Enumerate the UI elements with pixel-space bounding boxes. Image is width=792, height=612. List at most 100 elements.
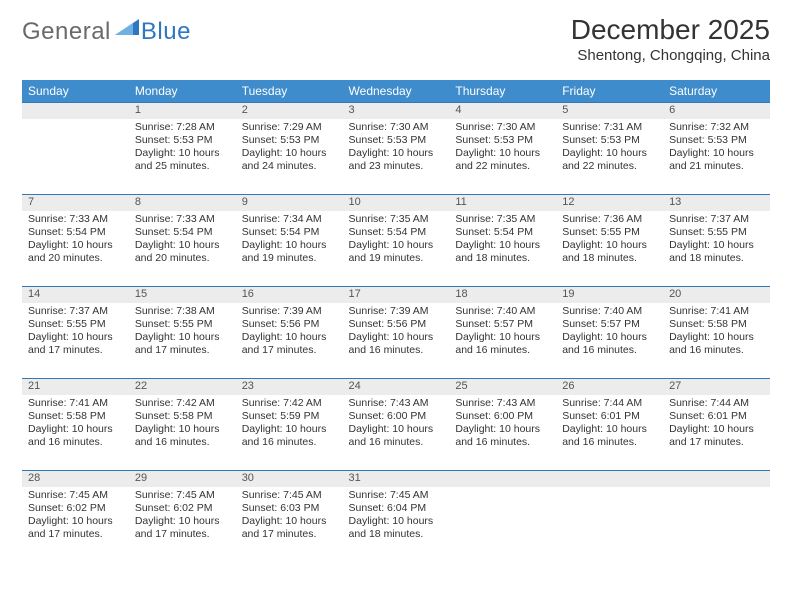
day-details: Sunrise: 7:44 AMSunset: 6:01 PMDaylight:… bbox=[556, 395, 663, 450]
daylight-line: Daylight: 10 hours and 19 minutes. bbox=[242, 239, 337, 265]
calendar-cell bbox=[556, 470, 663, 562]
day-number: 31 bbox=[343, 470, 450, 487]
sunrise-line: Sunrise: 7:33 AM bbox=[135, 213, 230, 226]
daylight-line: Daylight: 10 hours and 22 minutes. bbox=[562, 147, 657, 173]
sunset-line: Sunset: 5:58 PM bbox=[669, 318, 764, 331]
sunrise-line: Sunrise: 7:42 AM bbox=[135, 397, 230, 410]
calendar-cell: 28Sunrise: 7:45 AMSunset: 6:02 PMDayligh… bbox=[22, 470, 129, 562]
daylight-line: Daylight: 10 hours and 20 minutes. bbox=[135, 239, 230, 265]
calendar-cell: 11Sunrise: 7:35 AMSunset: 5:54 PMDayligh… bbox=[449, 194, 556, 286]
calendar-cell: 2Sunrise: 7:29 AMSunset: 5:53 PMDaylight… bbox=[236, 102, 343, 194]
daylight-line: Daylight: 10 hours and 16 minutes. bbox=[455, 423, 550, 449]
calendar-row: 28Sunrise: 7:45 AMSunset: 6:02 PMDayligh… bbox=[22, 470, 770, 562]
sunset-line: Sunset: 5:54 PM bbox=[242, 226, 337, 239]
day-number: 18 bbox=[449, 286, 556, 303]
sunset-line: Sunset: 5:58 PM bbox=[28, 410, 123, 423]
sunrise-line: Sunrise: 7:45 AM bbox=[242, 489, 337, 502]
sunset-line: Sunset: 6:04 PM bbox=[349, 502, 444, 515]
day-details: Sunrise: 7:40 AMSunset: 5:57 PMDaylight:… bbox=[556, 303, 663, 358]
sunrise-line: Sunrise: 7:45 AM bbox=[135, 489, 230, 502]
day-details: Sunrise: 7:41 AMSunset: 5:58 PMDaylight:… bbox=[663, 303, 770, 358]
sunrise-line: Sunrise: 7:42 AM bbox=[242, 397, 337, 410]
sunrise-line: Sunrise: 7:37 AM bbox=[669, 213, 764, 226]
sunset-line: Sunset: 5:54 PM bbox=[28, 226, 123, 239]
day-number: 13 bbox=[663, 194, 770, 211]
day-details: Sunrise: 7:39 AMSunset: 5:56 PMDaylight:… bbox=[236, 303, 343, 358]
calendar-cell: 30Sunrise: 7:45 AMSunset: 6:03 PMDayligh… bbox=[236, 470, 343, 562]
sunset-line: Sunset: 5:54 PM bbox=[135, 226, 230, 239]
day-number: 28 bbox=[22, 470, 129, 487]
day-number: 10 bbox=[343, 194, 450, 211]
day-details: Sunrise: 7:41 AMSunset: 5:58 PMDaylight:… bbox=[22, 395, 129, 450]
day-details: Sunrise: 7:29 AMSunset: 5:53 PMDaylight:… bbox=[236, 119, 343, 174]
logo-triangle-icon bbox=[115, 15, 139, 40]
daylight-line: Daylight: 10 hours and 23 minutes. bbox=[349, 147, 444, 173]
calendar-cell bbox=[22, 102, 129, 194]
daylight-line: Daylight: 10 hours and 16 minutes. bbox=[455, 331, 550, 357]
calendar-cell: 18Sunrise: 7:40 AMSunset: 5:57 PMDayligh… bbox=[449, 286, 556, 378]
day-details: Sunrise: 7:45 AMSunset: 6:02 PMDaylight:… bbox=[129, 487, 236, 542]
calendar-cell bbox=[663, 470, 770, 562]
day-number: 30 bbox=[236, 470, 343, 487]
calendar-cell: 6Sunrise: 7:32 AMSunset: 5:53 PMDaylight… bbox=[663, 102, 770, 194]
title-block: December 2025 Shentong, Chongqing, China bbox=[571, 18, 770, 64]
sunrise-line: Sunrise: 7:44 AM bbox=[669, 397, 764, 410]
header: General Blue December 2025 Shentong, Cho… bbox=[22, 18, 770, 74]
day-details: Sunrise: 7:30 AMSunset: 5:53 PMDaylight:… bbox=[343, 119, 450, 174]
daylight-line: Daylight: 10 hours and 16 minutes. bbox=[349, 331, 444, 357]
day-number: 23 bbox=[236, 378, 343, 395]
day-number: 15 bbox=[129, 286, 236, 303]
sunset-line: Sunset: 5:57 PM bbox=[455, 318, 550, 331]
calendar-cell: 24Sunrise: 7:43 AMSunset: 6:00 PMDayligh… bbox=[343, 378, 450, 470]
daylight-line: Daylight: 10 hours and 18 minutes. bbox=[562, 239, 657, 265]
calendar-cell: 15Sunrise: 7:38 AMSunset: 5:55 PMDayligh… bbox=[129, 286, 236, 378]
weekday-header-row: Sunday Monday Tuesday Wednesday Thursday… bbox=[22, 80, 770, 102]
logo-word-general: General bbox=[22, 18, 111, 46]
sunset-line: Sunset: 5:58 PM bbox=[135, 410, 230, 423]
day-number: 29 bbox=[129, 470, 236, 487]
sunset-line: Sunset: 6:01 PM bbox=[562, 410, 657, 423]
daylight-line: Daylight: 10 hours and 16 minutes. bbox=[349, 423, 444, 449]
day-details: Sunrise: 7:35 AMSunset: 5:54 PMDaylight:… bbox=[449, 211, 556, 266]
weekday-saturday: Saturday bbox=[663, 80, 770, 102]
sunset-line: Sunset: 6:00 PM bbox=[349, 410, 444, 423]
day-number: 2 bbox=[236, 102, 343, 119]
day-number: 17 bbox=[343, 286, 450, 303]
sunset-line: Sunset: 5:57 PM bbox=[562, 318, 657, 331]
sunset-line: Sunset: 5:54 PM bbox=[349, 226, 444, 239]
sunrise-line: Sunrise: 7:33 AM bbox=[28, 213, 123, 226]
sunrise-line: Sunrise: 7:37 AM bbox=[28, 305, 123, 318]
sunrise-line: Sunrise: 7:30 AM bbox=[455, 121, 550, 134]
sunrise-line: Sunrise: 7:41 AM bbox=[669, 305, 764, 318]
sunset-line: Sunset: 5:55 PM bbox=[562, 226, 657, 239]
sunset-line: Sunset: 6:02 PM bbox=[135, 502, 230, 515]
calendar-cell: 1Sunrise: 7:28 AMSunset: 5:53 PMDaylight… bbox=[129, 102, 236, 194]
calendar-cell: 4Sunrise: 7:30 AMSunset: 5:53 PMDaylight… bbox=[449, 102, 556, 194]
calendar-cell: 20Sunrise: 7:41 AMSunset: 5:58 PMDayligh… bbox=[663, 286, 770, 378]
logo-word-blue: Blue bbox=[141, 18, 191, 46]
day-details: Sunrise: 7:31 AMSunset: 5:53 PMDaylight:… bbox=[556, 119, 663, 174]
day-number: 5 bbox=[556, 102, 663, 119]
calendar-row: 21Sunrise: 7:41 AMSunset: 5:58 PMDayligh… bbox=[22, 378, 770, 470]
sunrise-line: Sunrise: 7:44 AM bbox=[562, 397, 657, 410]
day-details: Sunrise: 7:42 AMSunset: 5:58 PMDaylight:… bbox=[129, 395, 236, 450]
sunrise-line: Sunrise: 7:45 AM bbox=[349, 489, 444, 502]
sunset-line: Sunset: 5:53 PM bbox=[135, 134, 230, 147]
day-details: Sunrise: 7:28 AMSunset: 5:53 PMDaylight:… bbox=[129, 119, 236, 174]
calendar-cell: 12Sunrise: 7:36 AMSunset: 5:55 PMDayligh… bbox=[556, 194, 663, 286]
day-details: Sunrise: 7:37 AMSunset: 5:55 PMDaylight:… bbox=[22, 303, 129, 358]
calendar-row: 1Sunrise: 7:28 AMSunset: 5:53 PMDaylight… bbox=[22, 102, 770, 194]
daylight-line: Daylight: 10 hours and 17 minutes. bbox=[135, 331, 230, 357]
day-details: Sunrise: 7:36 AMSunset: 5:55 PMDaylight:… bbox=[556, 211, 663, 266]
calendar-cell: 3Sunrise: 7:30 AMSunset: 5:53 PMDaylight… bbox=[343, 102, 450, 194]
day-number bbox=[663, 470, 770, 487]
day-details: Sunrise: 7:35 AMSunset: 5:54 PMDaylight:… bbox=[343, 211, 450, 266]
calendar-cell: 21Sunrise: 7:41 AMSunset: 5:58 PMDayligh… bbox=[22, 378, 129, 470]
sunrise-line: Sunrise: 7:31 AM bbox=[562, 121, 657, 134]
sunset-line: Sunset: 5:53 PM bbox=[242, 134, 337, 147]
sunrise-line: Sunrise: 7:40 AM bbox=[562, 305, 657, 318]
weekday-thursday: Thursday bbox=[449, 80, 556, 102]
day-details: Sunrise: 7:38 AMSunset: 5:55 PMDaylight:… bbox=[129, 303, 236, 358]
day-number: 12 bbox=[556, 194, 663, 211]
sunrise-line: Sunrise: 7:43 AM bbox=[349, 397, 444, 410]
